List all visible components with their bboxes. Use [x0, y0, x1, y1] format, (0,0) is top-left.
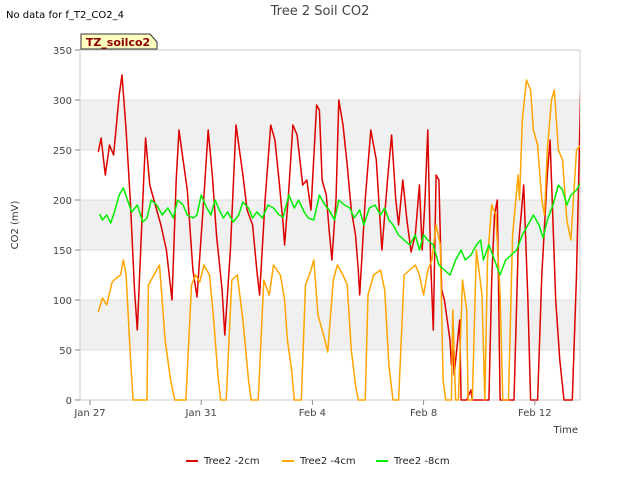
y-tick-label: 100	[53, 296, 72, 307]
svg-text:TZ_soilco2: TZ_soilco2	[86, 36, 150, 49]
series-line-3	[99, 182, 580, 276]
grid-band	[80, 100, 580, 150]
y-tick-label: 300	[53, 96, 72, 107]
x-tick-label: Feb 12	[518, 408, 552, 419]
x-tick-label: Jan 27	[73, 408, 105, 419]
y-tick-label: 0	[66, 396, 72, 407]
series-line-2	[97, 79, 580, 401]
legend-label: Tree2 -4cm	[299, 456, 356, 467]
x-tick-label: Feb 4	[299, 408, 326, 419]
y-axis-label: CO2 (mV)	[10, 201, 21, 250]
y-tick-label: 350	[53, 46, 72, 57]
x-tick-label: Jan 31	[185, 408, 217, 419]
x-axis-label: Time	[553, 425, 578, 436]
chart-title: Tree 2 Soil CO2	[270, 4, 370, 19]
y-tick-label: 50	[59, 346, 72, 357]
site-badge: TZ_soilco2	[80, 33, 158, 50]
x-tick-label: Feb 8	[410, 408, 437, 419]
series-line-1	[97, 74, 580, 401]
no-data-note: No data for f_T2_CO2_4	[6, 10, 124, 21]
y-tick-label: 200	[53, 196, 72, 207]
y-tick-label: 250	[53, 146, 72, 157]
plot-frame	[79, 49, 581, 401]
legend-label: Tree2 -8cm	[393, 456, 450, 467]
legend: Tree2 -2cm Tree2 -4cm Tree2 -8cm	[186, 456, 450, 467]
y-tick-label: 150	[53, 246, 72, 257]
legend-label: Tree2 -2cm	[203, 456, 260, 467]
